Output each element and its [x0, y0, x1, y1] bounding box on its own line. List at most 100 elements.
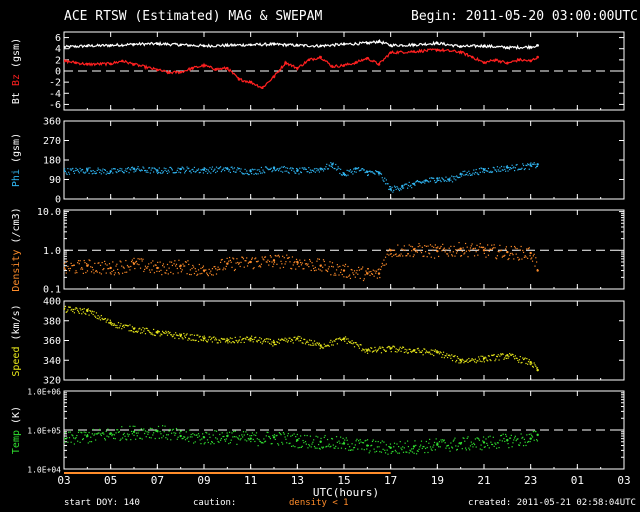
data-point-density [80, 268, 82, 270]
data-point-temp [458, 442, 460, 444]
data-point-speed [394, 351, 396, 353]
data-point-temp [261, 442, 263, 444]
data-point-density [293, 262, 295, 264]
x-tick-label: 23 [524, 474, 537, 487]
data-point-phi [409, 185, 411, 187]
data-point-temp [214, 430, 216, 432]
data-point-speed [518, 361, 520, 363]
data-point-temp [234, 430, 236, 432]
data-point-speed [264, 341, 267, 343]
data-point-temp [119, 439, 121, 442]
data-point-phi [205, 170, 207, 173]
data-point-density [451, 255, 454, 257]
data-point-speed [393, 346, 396, 348]
data-point-phi [184, 170, 187, 173]
data-point-temp [270, 443, 272, 445]
data-point-speed [204, 337, 206, 339]
data-point-temp [500, 435, 502, 437]
data-point-phi [340, 174, 343, 176]
data-point-phi [514, 167, 516, 169]
data-point-density [242, 256, 244, 259]
data-point-density [105, 272, 107, 274]
data-point-phi [194, 171, 196, 173]
data-point-speed [244, 337, 246, 339]
data-point-density [109, 272, 111, 274]
data-point-speed [72, 308, 75, 311]
data-point-speed [255, 340, 258, 342]
data-point-temp [259, 440, 261, 442]
data-point-temp [163, 431, 165, 433]
data-point-phi [468, 170, 470, 172]
caution-label: caution: [193, 498, 237, 508]
data-point-temp [464, 440, 466, 442]
data-point-speed [123, 326, 125, 328]
data-point-density [233, 269, 236, 272]
data-point-speed [476, 360, 478, 362]
data-point-phi [242, 173, 245, 175]
data-point-temp [526, 434, 528, 436]
data-point-density [165, 272, 167, 274]
data-point-density [506, 250, 509, 254]
data-point-speed [228, 339, 230, 341]
data-point-phi [308, 167, 310, 169]
data-point-density [469, 247, 472, 249]
data-point-temp [529, 440, 531, 443]
data-point-temp [375, 440, 377, 443]
data-point-speed [478, 358, 481, 360]
data-point-temp [310, 446, 312, 448]
data-point-phi [185, 169, 187, 171]
data-point-density [388, 254, 390, 256]
data-point-speed [132, 331, 134, 333]
data-point-phi [229, 171, 231, 174]
data-point-speed [242, 337, 245, 340]
data-point-speed [499, 355, 501, 357]
data-point-density [455, 249, 457, 251]
data-point-density [94, 262, 96, 265]
data-point-density [333, 274, 335, 276]
data-point-temp [359, 439, 361, 441]
data-point-phi [383, 180, 385, 182]
data-point-speed [464, 360, 466, 362]
data-point-phi [228, 169, 231, 171]
data-point-speed [384, 350, 387, 353]
data-point-temp [405, 451, 407, 453]
y-axis-label: Bt Bz (gsm) [11, 38, 22, 104]
data-point-phi [86, 167, 88, 169]
data-point-density [318, 258, 320, 260]
data-point-speed [464, 360, 467, 363]
data-point-density [281, 263, 283, 265]
data-point-phi [193, 166, 196, 169]
data-point-phi [210, 172, 212, 174]
data-point-density [402, 255, 404, 257]
data-point-speed [344, 340, 346, 342]
data-point-temp [461, 448, 463, 450]
data-point-speed [513, 358, 516, 360]
data-point-bt [249, 43, 252, 47]
data-point-phi [179, 167, 182, 171]
data-point-temp [173, 432, 175, 434]
data-point-phi [167, 169, 169, 171]
data-point-density [75, 270, 77, 272]
data-point-temp [347, 443, 349, 445]
data-point-temp [71, 434, 73, 436]
data-point-phi [94, 170, 96, 173]
data-point-density [185, 261, 187, 263]
data-point-density [90, 271, 93, 273]
data-point-phi [108, 172, 110, 174]
data-point-density [454, 255, 456, 257]
data-point-temp [200, 443, 202, 445]
data-point-density [101, 261, 103, 264]
data-point-temp [477, 437, 479, 439]
data-point-density [77, 260, 80, 262]
data-point-temp [240, 438, 242, 440]
data-point-phi [396, 186, 398, 188]
data-point-density [389, 248, 391, 250]
data-point-phi [215, 166, 218, 168]
data-point-speed [435, 351, 437, 353]
data-point-speed [503, 358, 505, 360]
data-point-temp [116, 429, 118, 431]
data-point-bz [331, 65, 334, 68]
data-point-phi [295, 167, 298, 170]
data-point-density [472, 248, 474, 250]
data-point-phi [454, 176, 456, 178]
